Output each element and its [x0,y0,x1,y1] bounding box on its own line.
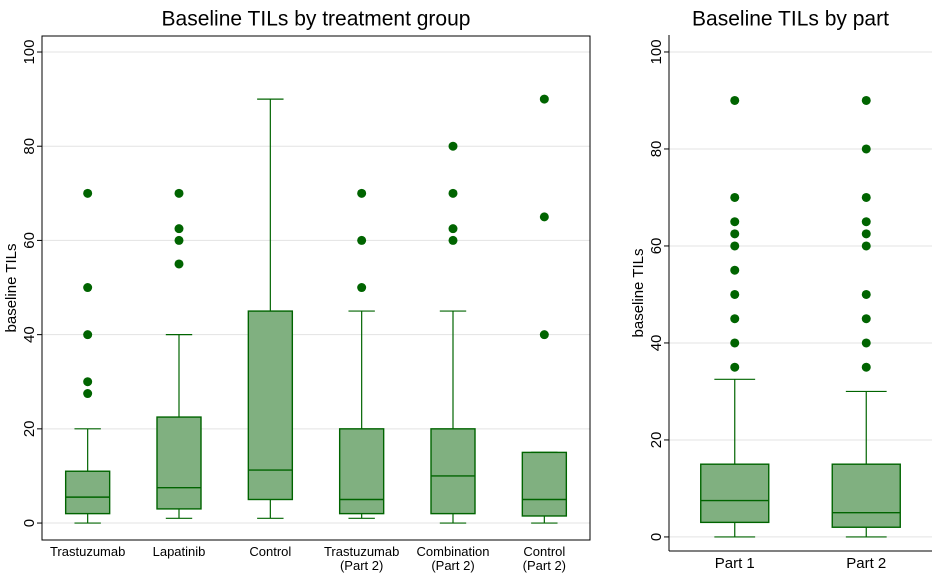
outlier [730,241,740,251]
outlier [539,330,549,340]
plot-frame [41,35,591,541]
box [156,416,202,510]
x-tick-label: Control (Part 2) [522,544,566,573]
chart-title: Baseline TILs by treatment group [162,8,471,31]
outlier [448,235,458,245]
outlier [730,289,740,299]
outlier [730,229,740,239]
box [338,428,385,515]
box [831,463,901,528]
x-tick-label: Trastuzumab (Part 2) [323,544,400,573]
outlier [730,314,740,324]
box [700,463,770,524]
outlier [730,265,740,275]
y-tick-label: 100 [21,39,38,64]
outlier [448,188,458,198]
x-tick-label: Part 2 [846,555,887,572]
outlier [357,283,367,293]
outlier [861,95,871,105]
y-tick-label: 80 [648,141,665,158]
outlier [174,224,184,234]
outlier [83,389,93,399]
outlier [448,224,458,234]
y-axis-label: baseline TILs [3,244,20,333]
x-tick-label: Lapatinib [152,544,206,559]
x-tick-label: Trastuzumab [49,544,126,559]
outlier [730,217,740,227]
y-tick-label: 60 [21,232,38,249]
box [521,451,568,517]
outlier [861,314,871,324]
outlier [174,235,184,245]
y-axis-label: baseline TILs [630,249,647,338]
outlier [861,362,871,372]
x-tick-label: Combination (Part 2) [416,544,490,573]
outlier [861,338,871,348]
y-tick-label: 60 [648,238,665,255]
y-tick-label: 100 [648,39,665,64]
y-tick-label: 20 [21,420,38,437]
x-tick-label: Control [249,544,292,559]
outlier [861,289,871,299]
outlier [730,338,740,348]
y-tick-label: 40 [21,326,38,343]
outlier [730,95,740,105]
outlier [174,188,184,198]
outlier [83,377,93,387]
outlier [174,259,184,269]
outlier [730,362,740,372]
chart-title: Baseline TILs by part [692,8,889,31]
box [247,310,294,501]
outlier [539,212,549,222]
outlier [357,235,367,245]
box [430,428,476,515]
y-tick-label: 80 [21,138,38,155]
outlier [83,188,93,198]
outlier [861,144,871,154]
x-tick-label: Part 1 [714,555,755,572]
outlier [861,217,871,227]
outlier [861,241,871,251]
outlier [357,188,367,198]
outlier [83,330,93,340]
y-tick-label: 20 [648,432,665,449]
box [64,470,111,515]
y-tick-label: 40 [648,335,665,352]
outlier [83,283,93,293]
y-tick-label: 0 [21,519,38,527]
outlier [448,141,458,151]
outlier [861,192,871,202]
outlier [539,94,549,104]
outlier [730,192,740,202]
outlier [861,229,871,239]
y-tick-label: 0 [648,533,665,541]
